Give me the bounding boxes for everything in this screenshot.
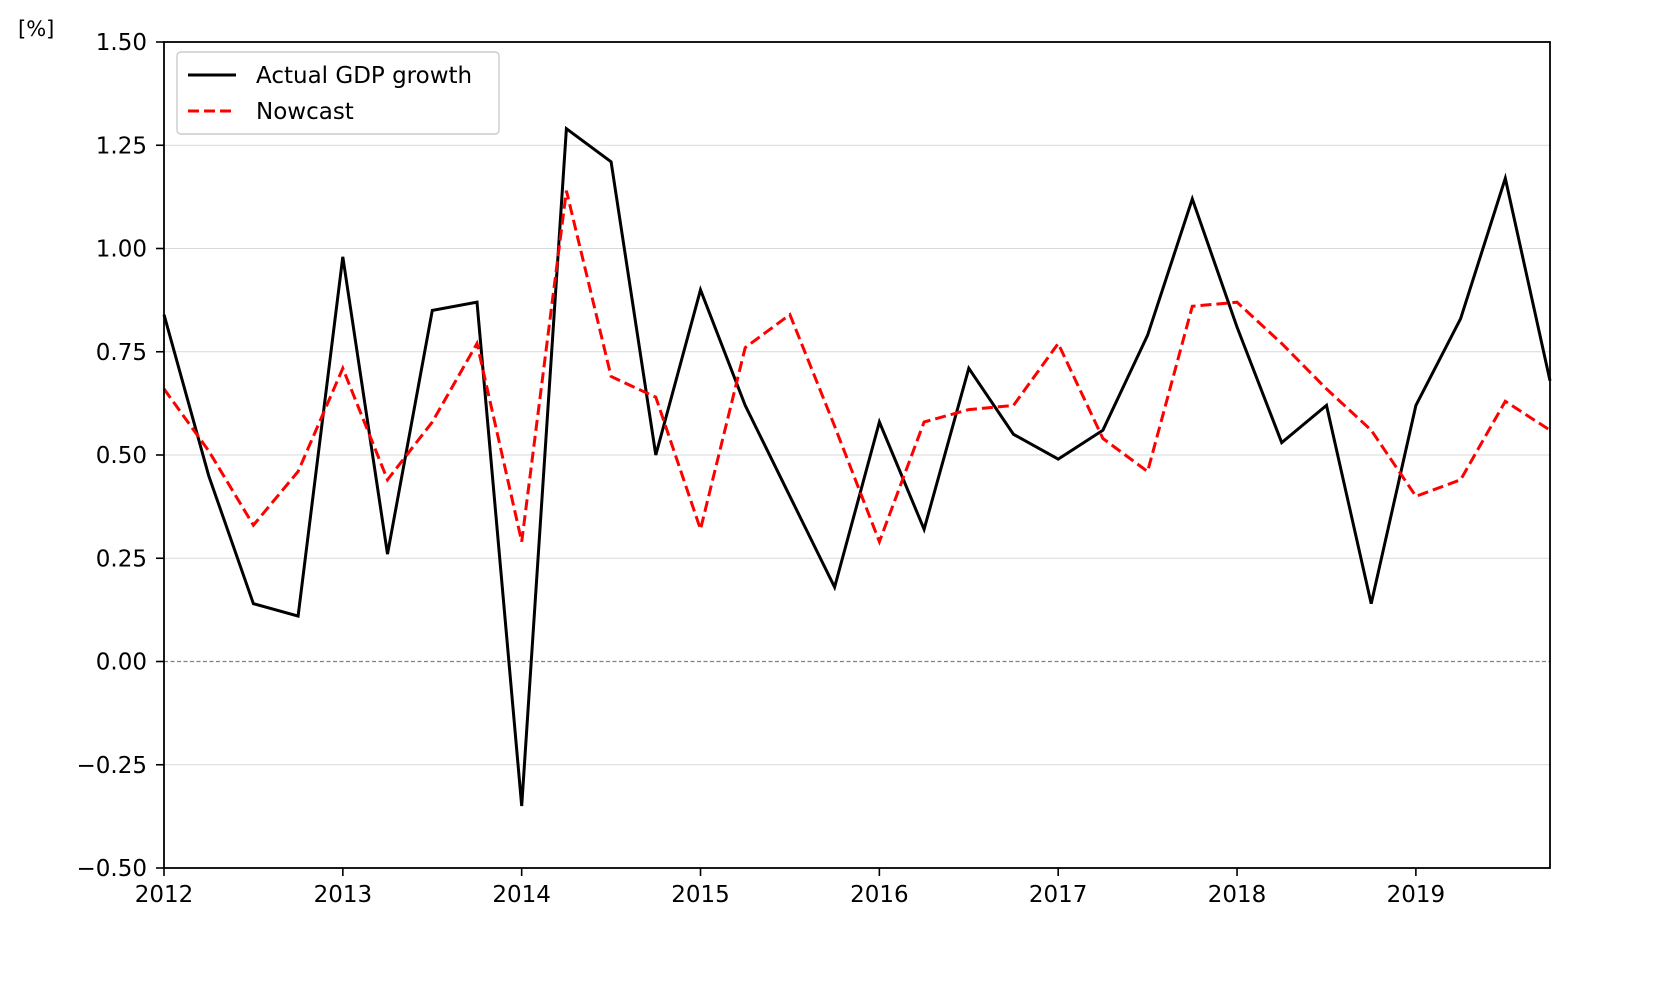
series-line-actual-gdp-growth <box>162 125 1552 807</box>
series-line-nowcast <box>162 190 1551 546</box>
x-tick-label-7: 2019 <box>1387 882 1446 908</box>
y-tick-label-3: 0.25 <box>96 546 147 572</box>
legend-label-actual: Actual GDP growth <box>256 63 472 89</box>
x-tick-label-0: 2012 <box>135 882 194 908</box>
y-axis: −0.50 −0.25 0.00 0.25 0.50 0.75 1.00 1.25 1.50 <box>77 30 164 882</box>
x-tick-label-3: 2015 <box>671 882 730 908</box>
y-tick-label-0: −0.50 <box>77 856 147 882</box>
y-tick-label-2: 0.00 <box>96 650 147 676</box>
x-tick-label-1: 2013 <box>314 882 373 908</box>
legend: Actual GDP growth Nowcast <box>176 51 500 135</box>
y-tick-label-8: 1.50 <box>96 30 147 56</box>
legend-label-nowcast: Nowcast <box>256 99 354 125</box>
series-lines <box>162 125 1552 807</box>
y-tick-label-7: 1.25 <box>96 133 147 159</box>
y-tick-label-1: −0.25 <box>77 753 147 779</box>
y-unit-label: [%] <box>18 17 54 41</box>
x-tick-label-6: 2018 <box>1208 882 1267 908</box>
legend-box <box>176 51 500 135</box>
y-tick-label-6: 1.00 <box>96 237 147 263</box>
x-axis: 2012 2013 2014 2015 2016 2017 2018 2019 <box>135 868 1445 908</box>
grid-lines <box>164 144 1550 766</box>
y-tick-label-4: 0.50 <box>96 443 147 469</box>
x-tick-label-2: 2014 <box>492 882 551 908</box>
x-tick-label-5: 2017 <box>1029 882 1088 908</box>
y-tick-label-5: 0.75 <box>96 340 147 366</box>
x-tick-label-4: 2016 <box>850 882 909 908</box>
